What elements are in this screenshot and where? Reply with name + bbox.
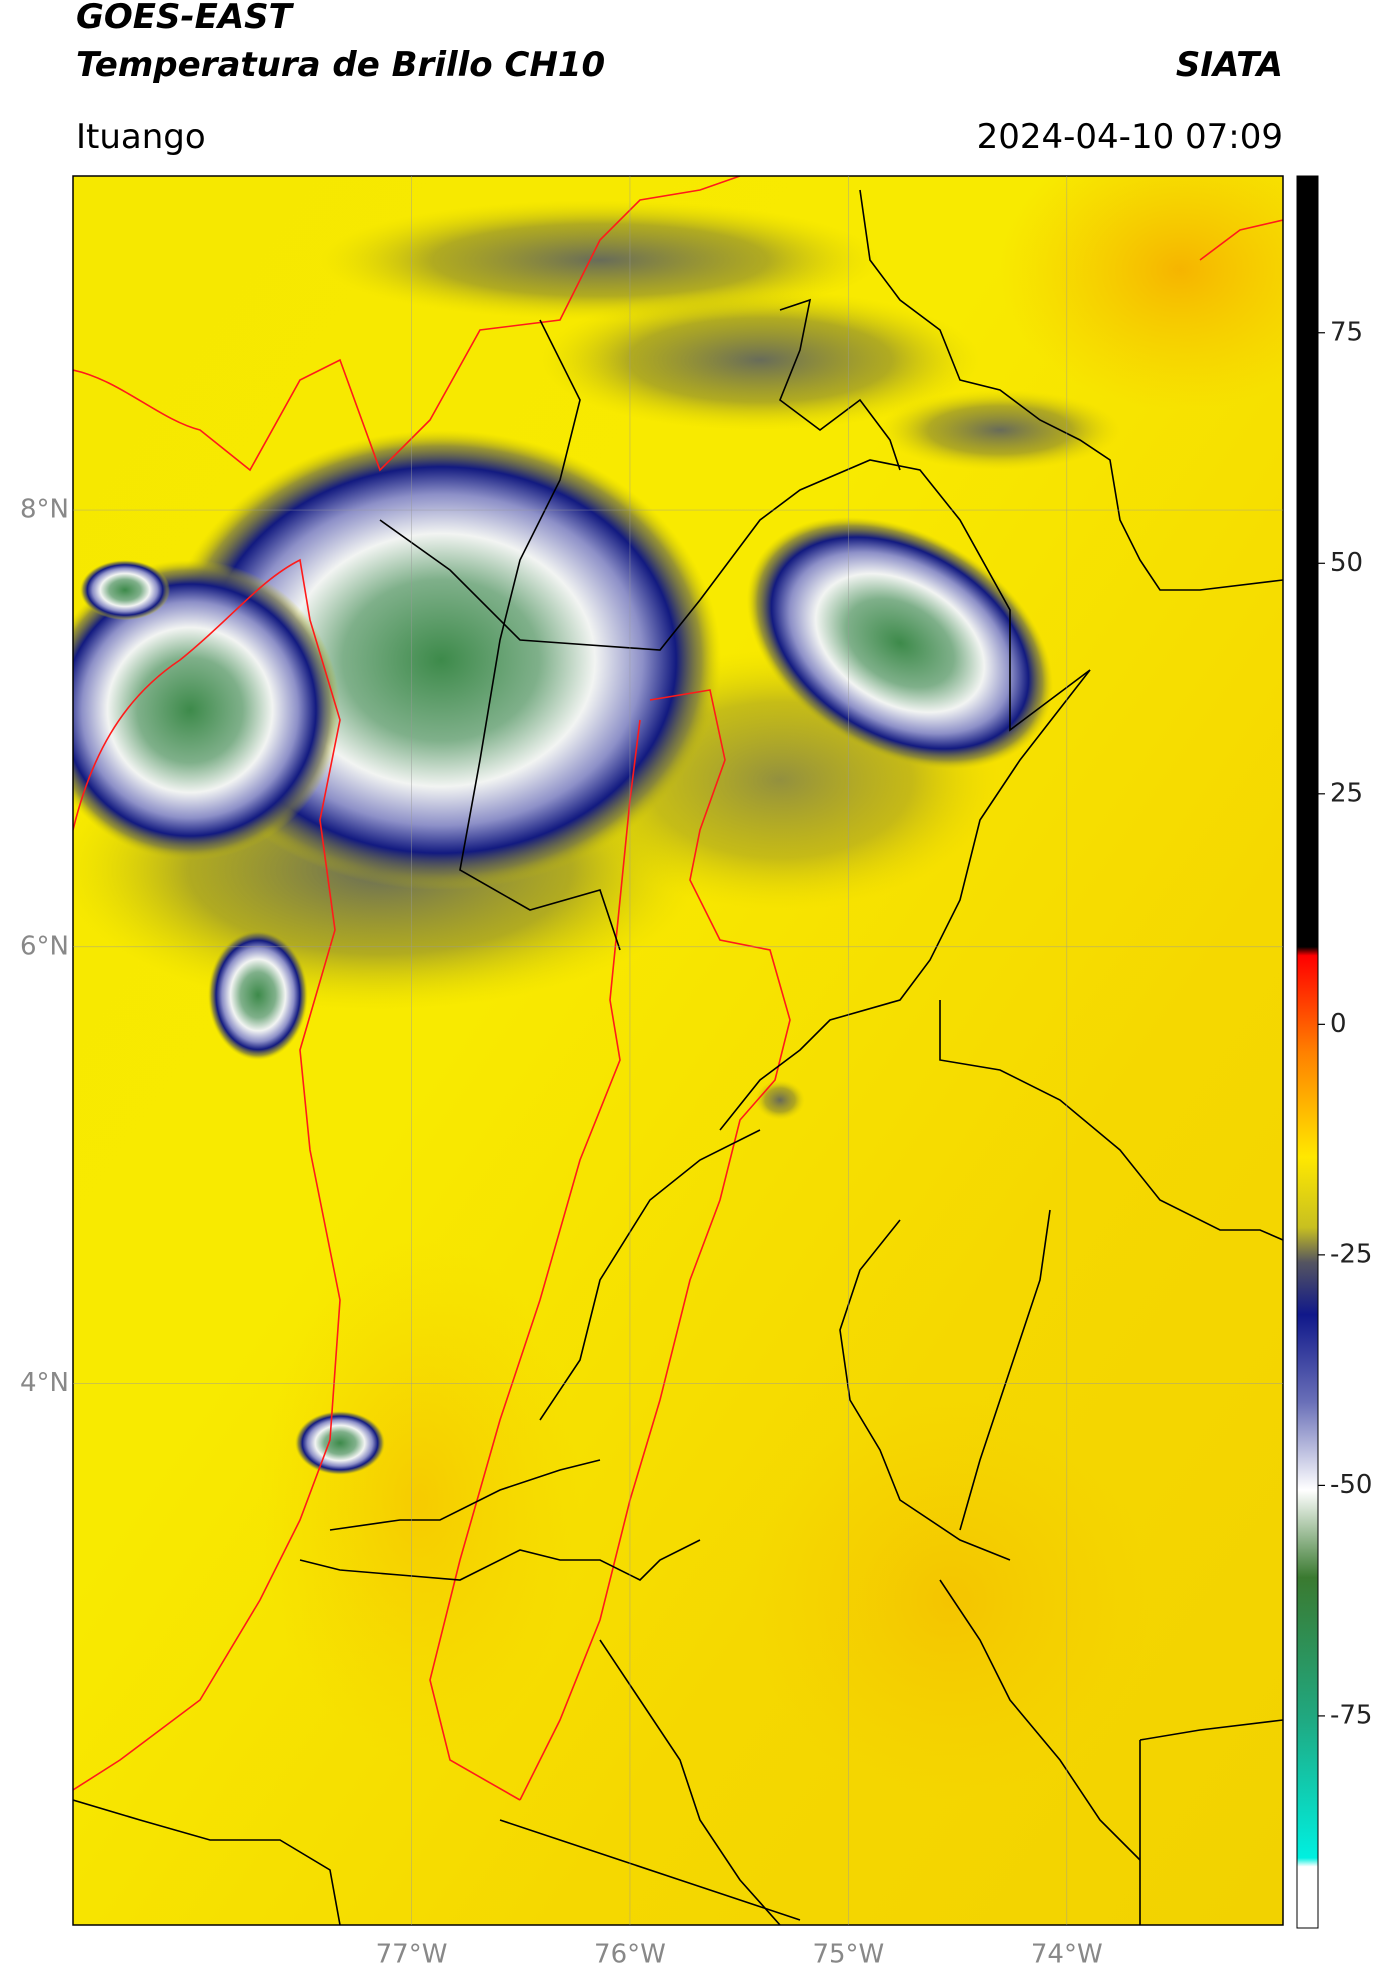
colorbar-label: -25 — [1330, 1239, 1372, 1269]
lat-label: 8°N — [20, 495, 69, 525]
map-frame — [72, 175, 1284, 1926]
lon-label: 74°W — [1031, 1940, 1103, 1970]
brand: SIATA — [1176, 45, 1283, 85]
colorbar — [1296, 175, 1319, 1929]
lat-label: 6°N — [20, 931, 69, 961]
lon-label: 77°W — [376, 1940, 448, 1970]
map-image — [73, 176, 1283, 1925]
lon-label: 75°W — [812, 1940, 884, 1970]
location: Ituango — [76, 117, 206, 157]
colorbar-label: 0 — [1330, 1009, 1347, 1039]
colorbar-label: -75 — [1330, 1700, 1372, 1730]
colorbar-label: 25 — [1330, 778, 1363, 808]
colorbar-label: 50 — [1330, 548, 1363, 578]
subtitle: Temperatura de Brillo CH10 — [76, 45, 605, 85]
datetime: 2024-04-10 07:09 — [977, 117, 1283, 157]
colorbar-label: -50 — [1330, 1470, 1372, 1500]
lat-label: 4°N — [20, 1368, 69, 1398]
lon-label: 76°W — [594, 1940, 666, 1970]
colorbar-label: 75 — [1330, 317, 1363, 347]
title: GOES-EAST — [76, 0, 295, 37]
